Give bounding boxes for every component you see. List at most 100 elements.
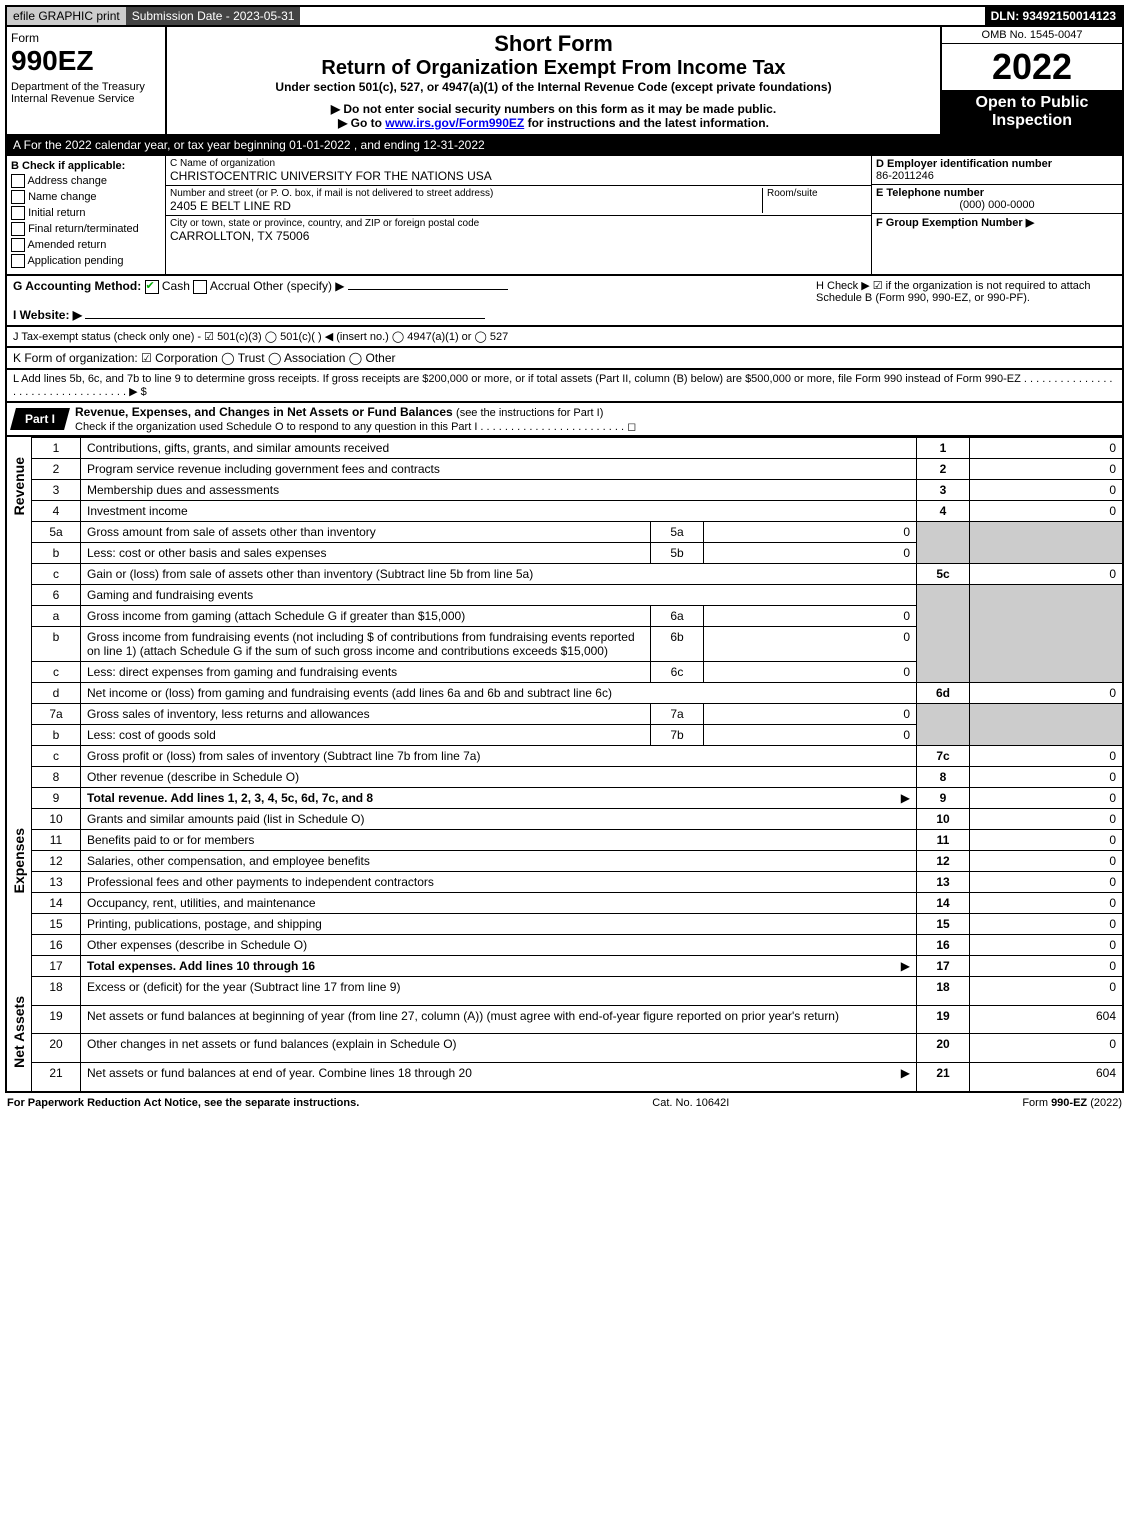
check-final-return[interactable] <box>11 222 25 236</box>
part1-header: Part I Revenue, Expenses, and Changes in… <box>5 403 1124 437</box>
tax-year: 2022 <box>942 44 1122 90</box>
line-5a-desc: Gross amount from sale of assets other t… <box>81 521 651 542</box>
line-7c-val: 0 <box>970 745 1124 766</box>
check-application-pending[interactable] <box>11 254 25 268</box>
top-bar: efile GRAPHIC print Submission Date - 20… <box>5 5 1124 27</box>
line-11-desc: Benefits paid to or for members <box>81 829 917 850</box>
line-6d-val: 0 <box>970 682 1124 703</box>
line-18-val: 0 <box>970 976 1124 1005</box>
e-label: E Telephone number <box>876 187 1118 199</box>
page-footer: For Paperwork Reduction Act Notice, see … <box>5 1093 1124 1113</box>
line-5a-val: 0 <box>704 521 917 542</box>
other-method-input[interactable] <box>348 289 508 290</box>
line-14-val: 0 <box>970 892 1124 913</box>
vlabel-revenue: Revenue <box>9 437 29 535</box>
line-15-desc: Printing, publications, postage, and shi… <box>81 913 917 934</box>
line-13-desc: Professional fees and other payments to … <box>81 871 917 892</box>
check-cash[interactable] <box>145 280 159 294</box>
section-gh: G Accounting Method: Cash Accrual Other … <box>5 276 1124 327</box>
b-label: B Check if applicable: <box>11 160 161 172</box>
line-19-desc: Net assets or fund balances at beginning… <box>81 1005 917 1034</box>
section-b: B Check if applicable: Address change Na… <box>7 156 166 274</box>
line-8-desc: Other revenue (describe in Schedule O) <box>81 766 917 787</box>
line-11-val: 0 <box>970 829 1124 850</box>
section-j: J Tax-exempt status (check only one) - ☑… <box>5 327 1124 348</box>
line-4-val: 0 <box>970 500 1124 521</box>
ein: 86-2011246 <box>876 170 1118 182</box>
vlabel-netassets: Net Assets <box>9 976 29 1088</box>
line-6-desc: Gaming and fundraising events <box>81 584 917 605</box>
line-5b-val: 0 <box>704 542 917 563</box>
part1-check: Check if the organization used Schedule … <box>75 421 636 433</box>
org-address: 2405 E BELT LINE RD <box>170 199 762 213</box>
line-3-desc: Membership dues and assessments <box>81 479 917 500</box>
section-def: D Employer identification number 86-2011… <box>871 156 1122 274</box>
open-inspection: Open to Public Inspection <box>942 90 1122 134</box>
line-6b-val: 0 <box>704 626 917 661</box>
line-7b-val: 0 <box>704 724 917 745</box>
line-20-desc: Other changes in net assets or fund bala… <box>81 1034 917 1063</box>
i-website: I Website: ▶ <box>13 308 82 322</box>
form-label: Form <box>11 31 161 45</box>
room-label: Room/suite <box>767 188 867 199</box>
check-amended-return[interactable] <box>11 238 25 252</box>
line-1-num: 1 <box>32 437 81 458</box>
line-1-box: 1 <box>917 437 970 458</box>
efile-print[interactable]: efile GRAPHIC print <box>7 7 126 25</box>
h-note: H Check ▶ ☑ if the organization is not r… <box>816 279 1116 322</box>
check-address-change[interactable] <box>11 174 25 188</box>
check-initial-return[interactable] <box>11 206 25 220</box>
line-21-desc: Net assets or fund balances at end of ye… <box>87 1066 472 1080</box>
line-8-val: 0 <box>970 766 1124 787</box>
check-name-change[interactable] <box>11 190 25 204</box>
line-5c-val: 0 <box>970 563 1124 584</box>
dln: DLN: 93492150014123 <box>985 7 1122 25</box>
line-4-desc: Investment income <box>81 500 917 521</box>
line-9-desc: Total revenue. Add lines 1, 2, 3, 4, 5c,… <box>87 791 373 805</box>
form-number: 990EZ <box>11 45 161 77</box>
org-city: CARROLLTON, TX 75006 <box>170 229 867 243</box>
arrow-icon: ▶ <box>901 1066 910 1080</box>
g-label: G Accounting Method: <box>13 279 141 293</box>
vlabel-expenses: Expenses <box>9 808 29 913</box>
line-17-val: 0 <box>970 955 1124 976</box>
line-5c-desc: Gain or (loss) from sale of assets other… <box>81 563 917 584</box>
line-15-val: 0 <box>970 913 1124 934</box>
part1-tag: Part I <box>25 412 55 426</box>
footer-catno: Cat. No. 10642I <box>652 1097 729 1109</box>
footer-left: For Paperwork Reduction Act Notice, see … <box>7 1097 359 1109</box>
line-12-desc: Salaries, other compensation, and employ… <box>81 850 917 871</box>
part1-sub: (see the instructions for Part I) <box>456 407 603 419</box>
line-6d-desc: Net income or (loss) from gaming and fun… <box>81 682 917 703</box>
line-2-desc: Program service revenue including govern… <box>81 458 917 479</box>
line-2-val: 0 <box>970 458 1124 479</box>
part1-title: Revenue, Expenses, and Changes in Net As… <box>75 405 453 419</box>
line-3-val: 0 <box>970 479 1124 500</box>
line-10-val: 0 <box>970 808 1124 829</box>
line-6a-val: 0 <box>704 605 917 626</box>
title-short-form: Short Form <box>171 31 936 57</box>
website-input[interactable] <box>85 318 485 319</box>
line-21-val: 604 <box>970 1063 1124 1093</box>
irs-link[interactable]: www.irs.gov/Form990EZ <box>385 116 524 130</box>
check-accrual[interactable] <box>193 280 207 294</box>
line-6a-desc: Gross income from gaming (attach Schedul… <box>81 605 651 626</box>
arrow-icon: ▶ <box>901 959 910 973</box>
line-20-val: 0 <box>970 1034 1124 1063</box>
line-16-val: 0 <box>970 934 1124 955</box>
goto-note: ▶ Go to www.irs.gov/Form990EZ for instru… <box>171 116 936 130</box>
row-a-period: A For the 2022 calendar year, or tax yea… <box>5 136 1124 156</box>
line-6c-val: 0 <box>704 661 917 682</box>
line-13-val: 0 <box>970 871 1124 892</box>
subtitle: Under section 501(c), 527, or 4947(a)(1)… <box>171 80 936 94</box>
line-7a-val: 0 <box>704 703 917 724</box>
line-5b-desc: Less: cost or other basis and sales expe… <box>81 542 651 563</box>
c-city-label: City or town, state or province, country… <box>170 218 867 229</box>
line-7b-desc: Less: cost of goods sold <box>81 724 651 745</box>
line-7a-desc: Gross sales of inventory, less returns a… <box>81 703 651 724</box>
org-name: CHRISTOCENTRIC UNIVERSITY FOR THE NATION… <box>170 169 867 183</box>
line-7c-desc: Gross profit or (loss) from sales of inv… <box>81 745 917 766</box>
line-16-desc: Other expenses (describe in Schedule O) <box>81 934 917 955</box>
section-c: C Name of organization CHRISTOCENTRIC UN… <box>166 156 871 274</box>
section-l: L Add lines 5b, 6c, and 7b to line 9 to … <box>5 370 1124 403</box>
